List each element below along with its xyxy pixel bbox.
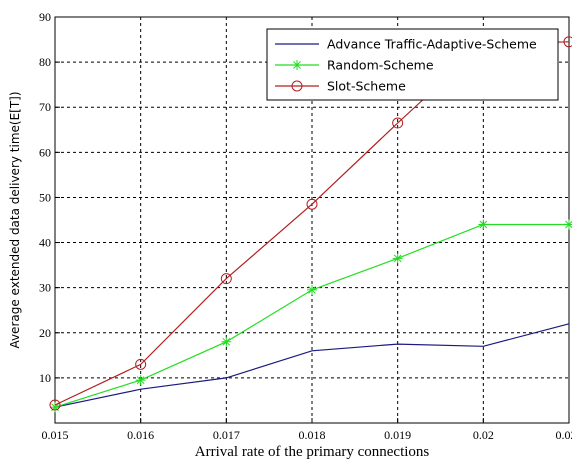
y-tick-label: 30: [39, 281, 51, 295]
legend-label: Advance Traffic-Adaptive-Scheme: [327, 37, 537, 52]
x-tick-label: 0.016: [127, 428, 154, 442]
y-tick-label: 90: [39, 10, 51, 24]
star-marker: [50, 402, 60, 413]
star-marker: [478, 219, 489, 230]
y-tick-label: 20: [39, 326, 51, 340]
circle-marker: [291, 80, 303, 92]
legend: Advance Traffic-Adaptive-Scheme Random-Sc…: [266, 28, 559, 101]
x-axis-label: Arrival rate of the primary connections: [195, 444, 430, 460]
y-tick-label: 50: [39, 190, 51, 204]
circle-marker: [135, 358, 147, 370]
circle-marker: [49, 399, 61, 411]
star-marker: [307, 284, 317, 295]
y-tick-label: 10: [39, 371, 51, 385]
circle-marker: [563, 36, 572, 48]
circle-marker: [392, 117, 404, 129]
y-tick-label: 60: [39, 145, 51, 159]
series-line: [54, 323, 570, 408]
star-marker: [292, 60, 302, 70]
x-tick-label: 0.015: [42, 428, 69, 442]
legend-label: Random-Scheme: [327, 58, 434, 73]
x-tick-label: 0.017: [213, 428, 240, 442]
star-marker: [392, 253, 403, 264]
x-tick-label: 0.02: [473, 428, 494, 442]
y-tick-label: 40: [39, 236, 51, 250]
y-tick-label: 80: [39, 55, 51, 69]
x-tick-label: 0.019: [384, 428, 411, 442]
star-marker: [564, 219, 572, 230]
circle-marker: [306, 198, 318, 210]
y-tick-label: 70: [39, 100, 51, 114]
star-marker: [221, 336, 232, 347]
x-tick-label: 0.021: [556, 428, 572, 442]
tick-labels: 0.015 0.016 0.017 0.018 0.019 0.02 0.021 10 20 30…: [39, 10, 572, 442]
circle-marker: [220, 273, 232, 285]
star-marker: [135, 375, 146, 386]
y-axis-label: Average extended data delivery time(E[T]…: [8, 91, 22, 348]
legend-label: Slot-Scheme: [327, 79, 406, 94]
x-tick-label: 0.018: [299, 428, 326, 442]
